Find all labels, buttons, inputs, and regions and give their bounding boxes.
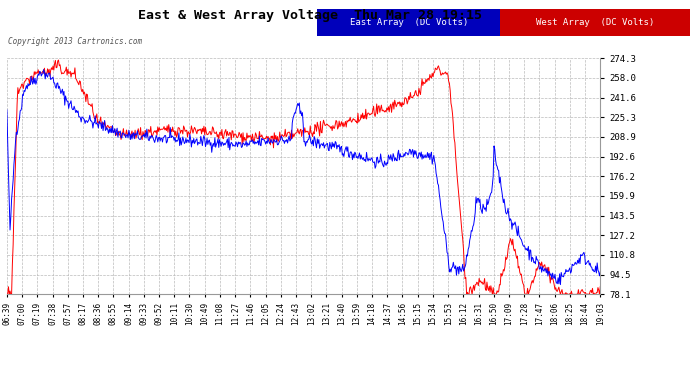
Text: West Array  (DC Volts): West Array (DC Volts) — [536, 18, 654, 27]
Text: East & West Array Voltage  Thu Mar 28 19:15: East & West Array Voltage Thu Mar 28 19:… — [139, 9, 482, 22]
FancyBboxPatch shape — [317, 9, 500, 36]
FancyBboxPatch shape — [500, 9, 690, 36]
Text: Copyright 2013 Cartronics.com: Copyright 2013 Cartronics.com — [8, 38, 142, 46]
Text: East Array  (DC Volts): East Array (DC Volts) — [350, 18, 468, 27]
